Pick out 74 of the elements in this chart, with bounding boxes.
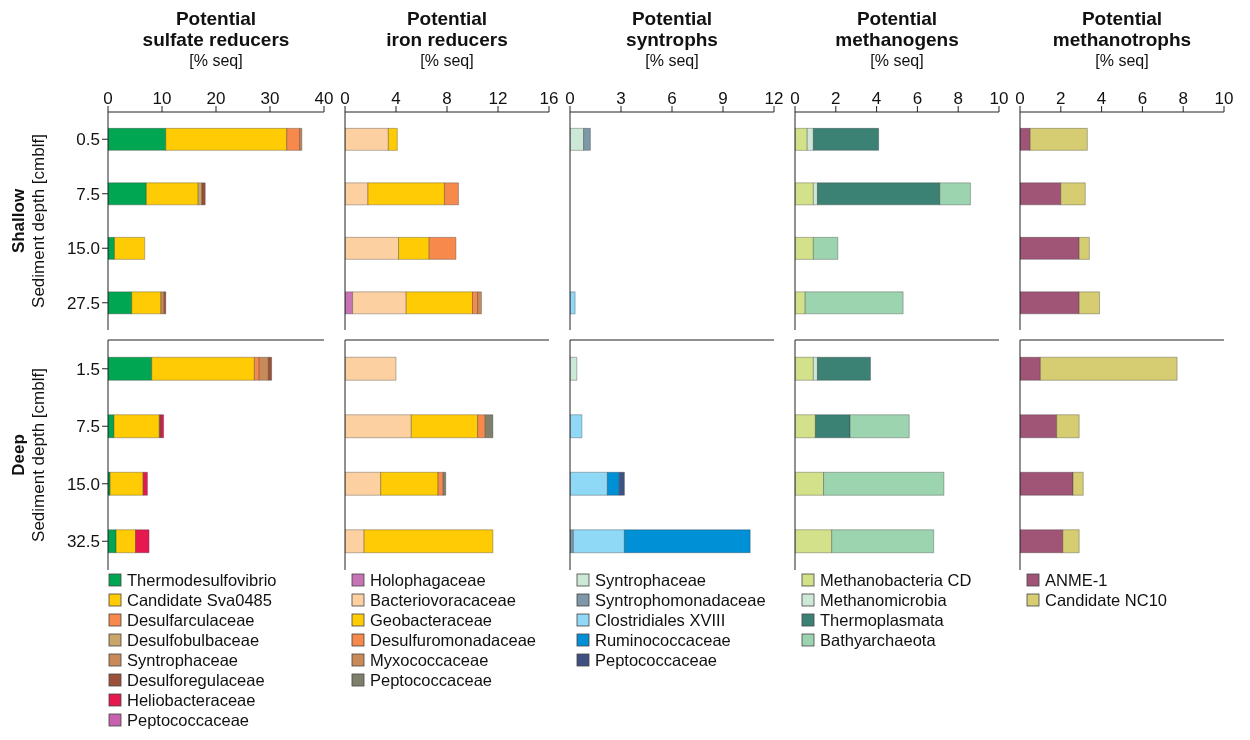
x-tick-label: 0 <box>103 89 113 108</box>
x-tick-label: 4 <box>1096 89 1107 108</box>
legend-label: Methanomicrobia <box>820 590 947 610</box>
legend-label: Desulfobulbaceae <box>127 630 260 650</box>
legend-label: Desulfarculaceae <box>127 610 255 630</box>
x-tick-label: 8 <box>442 89 452 108</box>
chart-subtitle: [% seq] <box>419 51 475 71</box>
chart-title: Potential methanogens <box>834 8 960 50</box>
x-tick-label: 12 <box>488 89 508 108</box>
x-tick-label: 10 <box>1214 89 1234 108</box>
legend-label: ANME-1 <box>1045 570 1108 590</box>
legend-label: Syntrophaceae <box>127 650 238 670</box>
legend-label: Candidate NC10 <box>1045 590 1167 610</box>
chart-subtitle: [% seq] <box>188 51 244 71</box>
x-tick-label: 8 <box>953 89 963 108</box>
legend-label: Syntrophomonadaceae <box>595 590 766 610</box>
legend-label: Heliobacteraceae <box>127 690 256 710</box>
chart-subtitle: [% seq] <box>869 51 925 71</box>
x-tick-label: 6 <box>1137 89 1148 108</box>
x-tick-label: 10 <box>152 89 172 108</box>
y-tick-label: 7.5 <box>76 417 100 437</box>
y-tick-label: 7.5 <box>76 184 100 204</box>
legend-label: Methanobacteria CD <box>820 570 972 590</box>
legend-label: Peptococcaceae <box>370 670 493 690</box>
x-tick-label: 0 <box>565 89 575 108</box>
x-tick-label: 40 <box>314 89 334 108</box>
legend-label: Peptococcaceae <box>127 710 250 730</box>
legend-label: Myxococcaceae <box>370 650 489 670</box>
y-tick-label: 0.5 <box>76 130 100 150</box>
x-tick-label: 4 <box>391 89 401 108</box>
y-axis-title: Sediment depth [cmblf] <box>29 134 48 308</box>
chart-title: Potential methanotrophs <box>1051 8 1193 50</box>
x-tick-label: 16 <box>539 89 559 108</box>
legend-label: Thermoplasmata <box>820 610 944 630</box>
x-tick-label: 3 <box>616 89 626 108</box>
legend-label: Desulforegulaceae <box>127 670 265 690</box>
x-tick-label: 30 <box>260 89 280 108</box>
x-tick-label: 6 <box>667 89 677 108</box>
legend-label: Thermodesulfovibrio <box>127 570 277 590</box>
y-axis-title: Sediment depth [cmblf] <box>29 368 48 542</box>
x-tick-label: 0 <box>340 89 350 108</box>
legend-label: Candidate Sva0485 <box>127 590 272 610</box>
legend-label: Geobacteraceae <box>370 610 493 630</box>
x-tick-label: 20 <box>206 89 226 108</box>
chart-subtitle: [% seq] <box>644 51 700 71</box>
x-tick-label: 0 <box>1015 89 1025 108</box>
x-tick-label: 2 <box>1056 89 1066 108</box>
text: Shallow <box>9 188 28 254</box>
y-tick-label: 15.0 <box>66 239 100 259</box>
x-tick-label: 9 <box>718 89 728 108</box>
text: Deep <box>9 434 28 476</box>
x-tick-label: 8 <box>1178 89 1188 108</box>
legend-label: Bathyarchaeota <box>820 630 936 650</box>
chart-title: Potential iron reducers <box>385 8 509 50</box>
x-tick-label: 4 <box>871 89 882 108</box>
legend-label: Peptococcaceae <box>595 650 718 670</box>
y-tick-label: 15.0 <box>66 474 100 494</box>
chart-subtitle: [% seq] <box>1094 51 1150 71</box>
legend-label: Bacteriovoracaceae <box>370 590 516 610</box>
legend-label: Syntrophaceae <box>595 570 706 590</box>
legend-label: Holophagaceae <box>370 570 486 590</box>
legend-label: Clostridiales XVIII <box>595 610 726 630</box>
y-tick-label: 27.5 <box>66 293 100 313</box>
chart-title: Potential syntrophs <box>625 8 719 50</box>
x-tick-label: 6 <box>912 89 923 108</box>
legend-label: Desulfuromonadaceae <box>370 630 537 650</box>
chart-title: Potential sulfate reducers <box>141 8 291 50</box>
x-tick-label: 10 <box>989 89 1009 108</box>
legend-label: Ruminococcaceae <box>595 630 731 650</box>
y-tick-label: 1.5 <box>76 359 100 379</box>
x-tick-label: 0 <box>790 89 800 108</box>
x-tick-label: 12 <box>764 89 784 108</box>
x-tick-label: 2 <box>831 89 841 108</box>
y-tick-label: 32.5 <box>66 532 100 552</box>
